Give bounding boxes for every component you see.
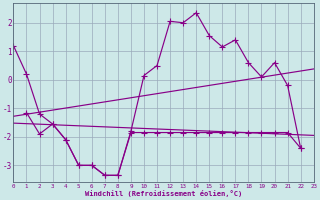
X-axis label: Windchill (Refroidissement éolien,°C): Windchill (Refroidissement éolien,°C) <box>85 190 242 197</box>
